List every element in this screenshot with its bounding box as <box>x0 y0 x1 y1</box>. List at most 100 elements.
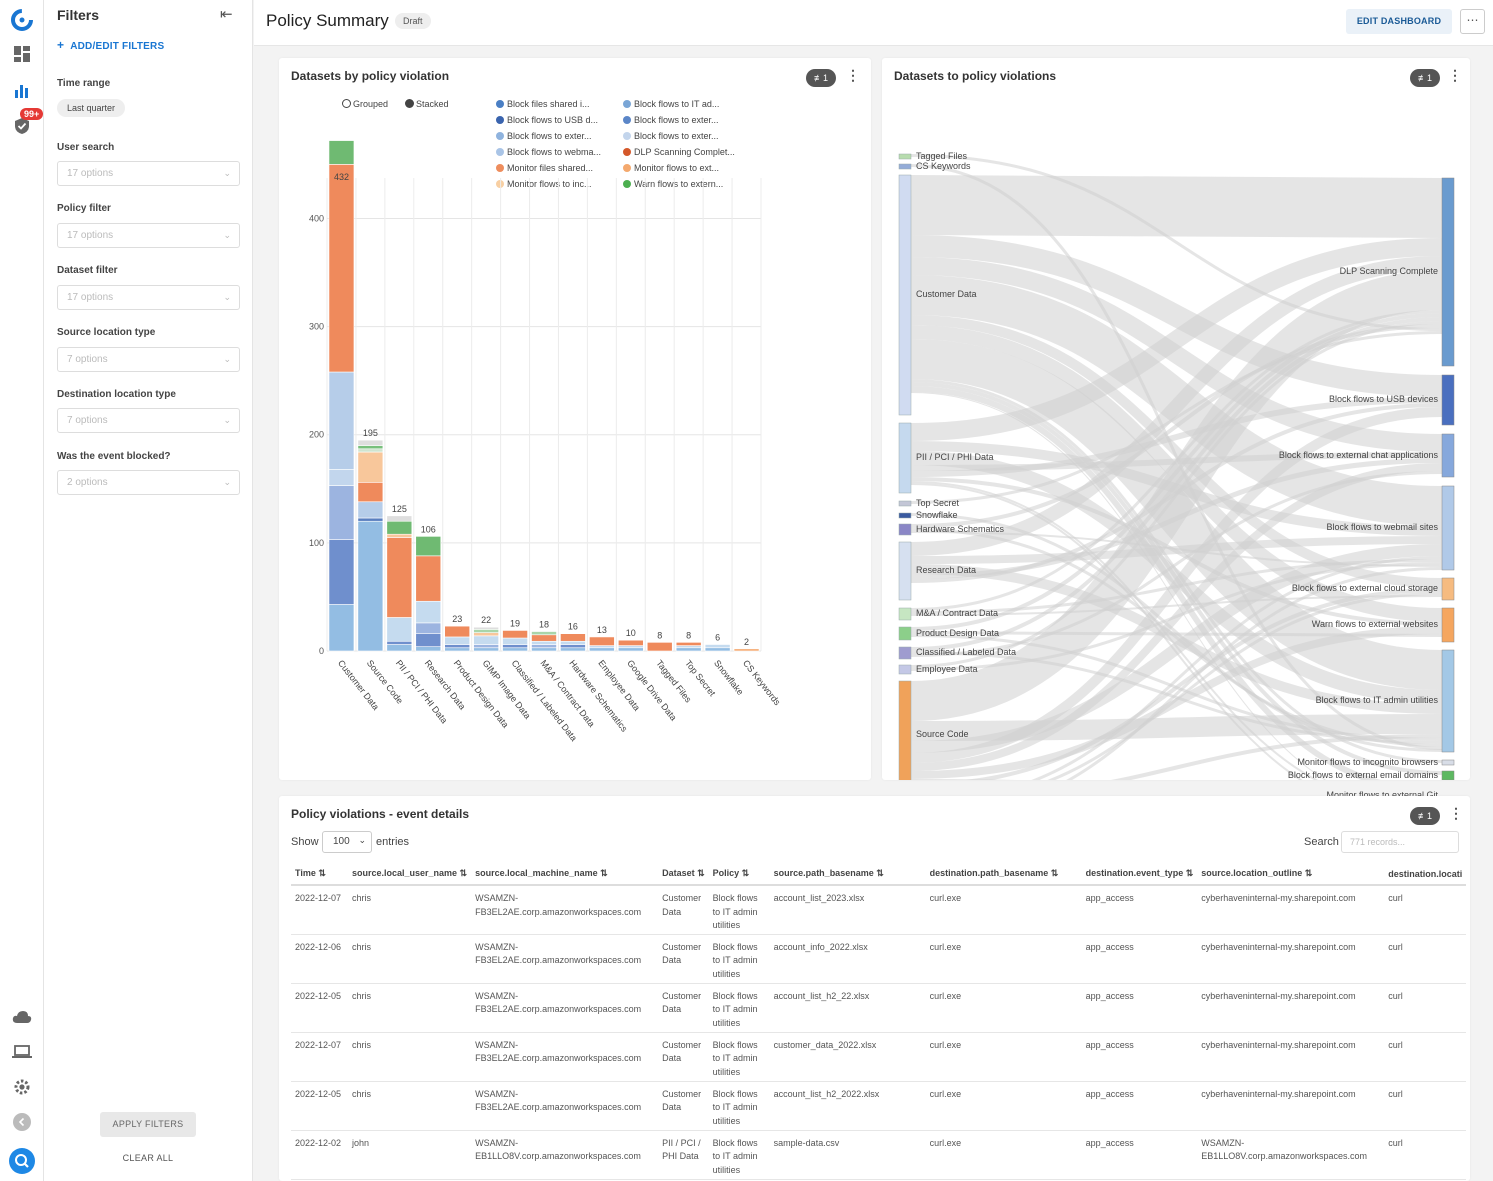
stacked-toggle[interactable]: Stacked <box>405 99 449 109</box>
bar-segment[interactable] <box>531 647 557 652</box>
sankey-target-node[interactable] <box>1441 770 1455 780</box>
bar-segment[interactable] <box>473 635 499 645</box>
bar-segment[interactable] <box>444 625 470 638</box>
column-header[interactable]: destination.event_type ⇅ <box>1081 863 1198 886</box>
event-blocked-select[interactable]: 2 options ⌄ <box>57 470 240 495</box>
add-edit-filters-button[interactable]: + ADD/EDIT FILTERS <box>57 38 165 52</box>
sankey-link[interactable] <box>910 392 1442 781</box>
bar-segment[interactable] <box>415 600 442 624</box>
bar-segment[interactable] <box>473 626 499 630</box>
legend-item[interactable]: Monitor flows to ext... <box>623 163 719 173</box>
column-header[interactable]: source.local_user_name ⇅ <box>348 863 472 886</box>
sankey-link[interactable] <box>910 256 1443 556</box>
bar-segment[interactable] <box>589 647 615 652</box>
sankey-source-node[interactable] <box>898 646 912 660</box>
analytics-bar-icon[interactable] <box>8 76 36 104</box>
sankey-target-node[interactable] <box>1441 433 1455 478</box>
search-icon[interactable] <box>8 1147 36 1175</box>
bar-segment[interactable] <box>386 520 413 535</box>
bar-segment[interactable] <box>328 469 355 486</box>
sankey-target-node[interactable] <box>1441 607 1455 643</box>
legend-item[interactable]: Monitor files shared... <box>496 163 593 173</box>
sankey-link[interactable] <box>911 734 1443 780</box>
sankey-link[interactable] <box>910 483 1442 780</box>
sankey-source-node[interactable] <box>898 163 912 170</box>
legend-item[interactable]: Block flows to IT ad... <box>623 99 719 109</box>
bar-segment[interactable] <box>531 634 557 642</box>
bar-segment[interactable] <box>473 629 499 633</box>
sankey-link[interactable] <box>910 164 1443 750</box>
filter-count-badge[interactable]: ≢1 <box>806 69 836 87</box>
bar-segment[interactable] <box>386 537 413 618</box>
entries-select[interactable]: 100 ⌄ <box>322 831 372 853</box>
bar-segment[interactable] <box>386 640 413 645</box>
bar-segment[interactable] <box>386 644 413 652</box>
source-location-type-select[interactable]: 7 options ⌄ <box>57 347 240 372</box>
column-header[interactable]: source.location_outline ⇅ <box>1197 863 1385 886</box>
sankey-link[interactable] <box>910 235 1443 397</box>
table-row[interactable]: 2022-12-07 chris WSAMZN-FB3EL2AE.corp.amaz… <box>291 1032 1467 1082</box>
apply-filters-button[interactable]: APPLY FILTERS <box>100 1112 196 1137</box>
bar-segment[interactable] <box>502 644 528 649</box>
policy-filter-select[interactable]: 17 options ⌄ <box>57 223 240 248</box>
sankey-link[interactable] <box>910 324 1443 528</box>
bar-segment[interactable] <box>357 517 384 522</box>
bar-segment[interactable] <box>502 647 528 652</box>
sankey-link[interactable] <box>910 531 1443 567</box>
legend-item[interactable]: Block flows to exter... <box>496 131 592 141</box>
filter-count-badge[interactable]: ≢1 <box>1410 69 1440 87</box>
grouped-toggle[interactable]: Grouped <box>342 99 388 109</box>
destination-location-type-select[interactable]: 7 options ⌄ <box>57 408 240 433</box>
shield-check-icon[interactable] <box>8 112 36 140</box>
bar-segment[interactable] <box>617 645 644 649</box>
sankey-source-node[interactable] <box>898 523 912 536</box>
bar-segment[interactable] <box>675 642 702 646</box>
table-row[interactable]: 2022-12-02 john WSAMZN-EB1LLO8V.corp.amazo… <box>291 1130 1467 1180</box>
legend-item[interactable]: Monitor flows to inc... <box>496 179 592 189</box>
sankey-target-node[interactable] <box>1441 759 1455 766</box>
more-options-button[interactable]: ⋯ <box>1460 9 1485 34</box>
settings-gear-icon[interactable] <box>8 1073 36 1101</box>
bar-segment[interactable] <box>444 647 470 652</box>
bar-segment[interactable] <box>357 451 384 483</box>
bar-segment[interactable] <box>328 485 355 540</box>
bar-segment[interactable] <box>328 604 355 652</box>
bar-segment[interactable] <box>531 640 557 645</box>
dataset-filter-select[interactable]: 17 options ⌄ <box>57 285 240 310</box>
bar-segment[interactable] <box>473 644 499 649</box>
sankey-link[interactable] <box>910 397 1443 477</box>
table-row[interactable]: 2022-12-07 chris WSAMZN-FB3EL2AE.corp.amaz… <box>291 885 1467 935</box>
bar-segment[interactable] <box>328 140 355 165</box>
sankey-link[interactable] <box>910 528 1443 747</box>
laptop-icon[interactable] <box>8 1038 36 1066</box>
bar-segment[interactable] <box>502 637 528 645</box>
time-range-chip[interactable]: Last quarter <box>57 99 126 117</box>
sankey-target-node[interactable] <box>1441 374 1455 426</box>
column-header[interactable]: destination.path_basename ⇅ <box>925 863 1082 886</box>
bar-segment[interactable] <box>560 640 586 645</box>
bar-segment[interactable] <box>357 482 384 503</box>
bar-segment[interactable] <box>589 645 615 649</box>
column-header[interactable]: destination.locati <box>1384 863 1467 886</box>
bar-segment[interactable] <box>357 501 384 519</box>
sankey-link[interactable] <box>910 331 1443 504</box>
sankey-link[interactable] <box>910 562 1443 671</box>
bar-segment[interactable] <box>560 633 586 642</box>
sankey-link[interactable] <box>911 556 1443 781</box>
bar-segment[interactable] <box>328 164 355 373</box>
column-header[interactable]: Dataset ⇅ <box>658 863 709 886</box>
bar-segment[interactable] <box>386 515 413 522</box>
sankey-source-node[interactable] <box>898 664 912 675</box>
bar-segment[interactable] <box>415 536 442 557</box>
sankey-source-node[interactable] <box>898 500 912 507</box>
bar-segment[interactable] <box>589 636 615 646</box>
bar-segment[interactable] <box>473 647 499 652</box>
sankey-link[interactable] <box>911 592 1443 781</box>
clear-all-button[interactable]: CLEAR ALL <box>122 1153 174 1163</box>
sankey-link[interactable] <box>910 154 1443 331</box>
sankey-link[interactable] <box>910 626 1443 779</box>
bar-segment[interactable] <box>704 644 731 649</box>
sankey-target-node[interactable] <box>1441 577 1455 601</box>
sankey-link[interactable] <box>911 567 1443 781</box>
dashboard-grid-icon[interactable] <box>8 40 36 68</box>
